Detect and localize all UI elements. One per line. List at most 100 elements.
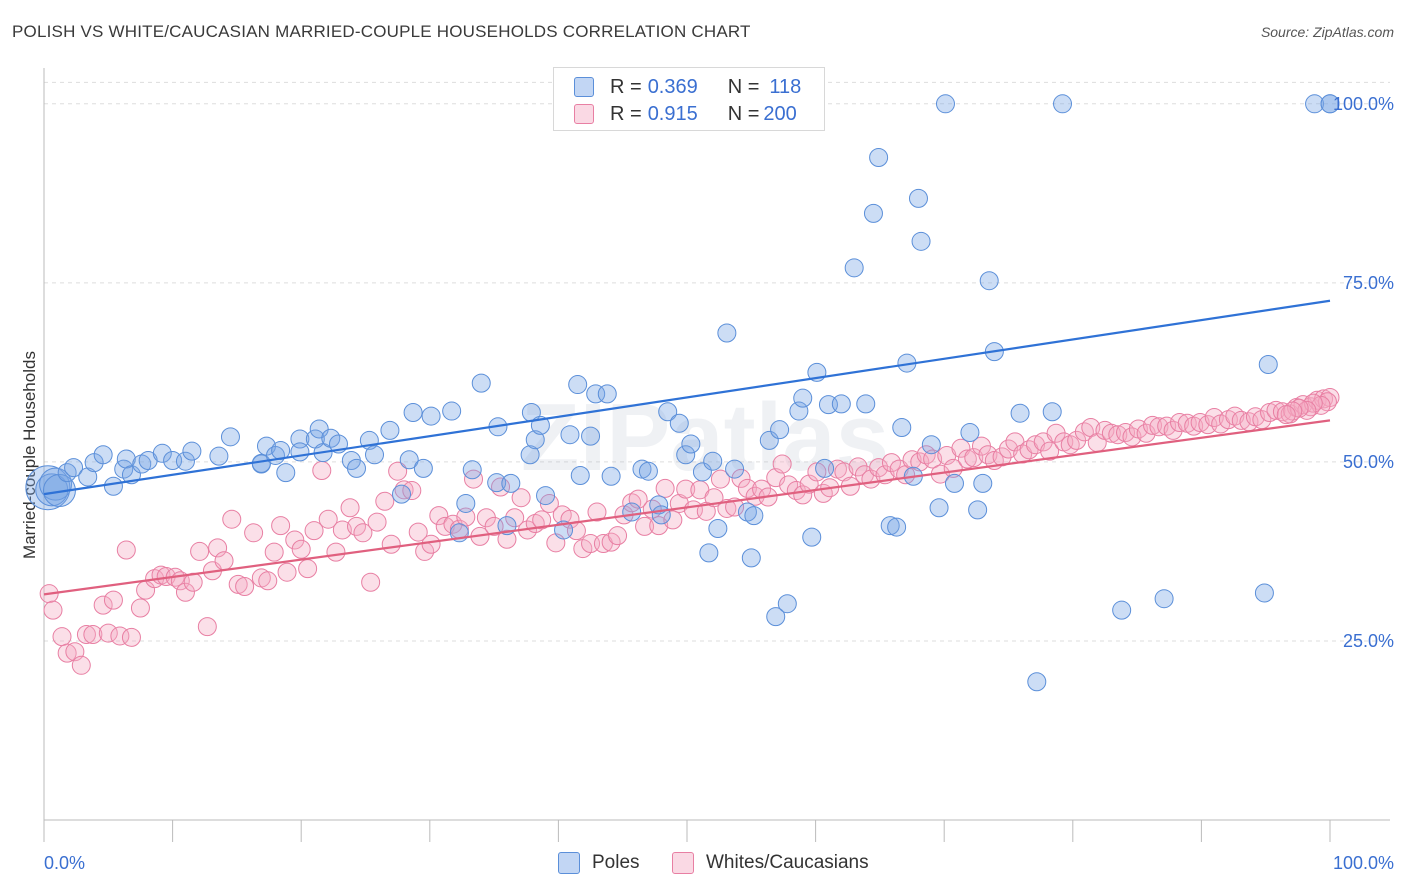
- whites-point: [375, 491, 395, 511]
- poles-point: [638, 461, 658, 481]
- watermark: ZIPatlas: [521, 384, 889, 491]
- poles-point: [471, 373, 491, 393]
- whites-point: [1149, 417, 1169, 437]
- whites-point: [71, 655, 91, 675]
- whites-point: [57, 643, 77, 663]
- poles-point: [708, 519, 728, 539]
- whites-point: [1266, 400, 1286, 420]
- poles-point: [1010, 403, 1030, 423]
- whites-point: [98, 623, 118, 643]
- whites-point: [1303, 393, 1323, 413]
- poles-point: [399, 450, 419, 470]
- whites-point: [1283, 401, 1303, 421]
- whites-point: [1040, 441, 1060, 461]
- whites-point: [264, 542, 284, 562]
- poles-r-value: 0.369: [647, 75, 698, 98]
- whites-point: [435, 516, 455, 536]
- whites-point: [222, 509, 242, 529]
- whites-point: [197, 617, 217, 637]
- legend-row-whites: R = 0.915 N = 200: [554, 101, 797, 127]
- whites-point: [663, 510, 683, 530]
- whites-point: [1276, 405, 1296, 425]
- legend-item-whites[interactable]: Whites/Caucasians: [672, 852, 869, 874]
- whites-point: [388, 461, 408, 481]
- poles-point: [392, 484, 412, 504]
- whites-point: [881, 453, 901, 473]
- y-tick-label: 100.0%: [1333, 94, 1394, 114]
- poles-point: [64, 458, 84, 478]
- poles-point: [793, 388, 813, 408]
- poles-point: [1154, 589, 1174, 609]
- whites-point: [964, 448, 984, 468]
- poles-point: [175, 451, 195, 471]
- poles-point: [568, 375, 588, 395]
- poles-point: [979, 271, 999, 291]
- poles-point: [802, 527, 822, 547]
- poles-point: [501, 473, 521, 493]
- poles-point: [856, 394, 876, 414]
- whites-point: [1311, 395, 1331, 415]
- whites-point: [381, 534, 401, 554]
- source-note: Source: ZipAtlas.com: [1260, 24, 1394, 40]
- legend-row-poles: R = 0.369 N = 118: [554, 74, 801, 100]
- whites-point: [1297, 400, 1317, 420]
- poles-point: [717, 323, 737, 343]
- whites-point: [258, 571, 278, 591]
- poles-point: [669, 413, 689, 433]
- poles-point: [703, 451, 723, 471]
- poles-point: [681, 434, 701, 454]
- poles-point: [403, 402, 423, 422]
- whites-point: [285, 530, 305, 550]
- poles-point: [1112, 600, 1132, 620]
- whites-point: [957, 449, 977, 469]
- poles-point: [725, 459, 745, 479]
- poles-point: [456, 493, 476, 513]
- poles-point: [132, 454, 152, 474]
- whites-point: [214, 551, 234, 571]
- poles-point: [658, 402, 678, 422]
- whites-point: [1026, 435, 1046, 455]
- poles-n-value: 118: [769, 75, 802, 98]
- whites-point: [340, 498, 360, 518]
- poles-point: [880, 516, 900, 536]
- poles-point: [892, 418, 912, 438]
- poles-point: [346, 458, 366, 478]
- whites-point: [1231, 410, 1251, 430]
- poles-point: [365, 445, 385, 465]
- poles-point: [103, 476, 123, 496]
- whites-point: [731, 468, 751, 488]
- whites-point: [304, 521, 324, 541]
- poles-point: [520, 445, 540, 465]
- poles-point: [869, 148, 889, 168]
- chart-title: POLISH VS WHITE/CAUCASIAN MARRIED-COUPLE…: [12, 22, 751, 41]
- whites-point: [277, 562, 297, 582]
- poles-point: [380, 420, 400, 440]
- series-legend: Poles Whites/Caucasians: [0, 850, 1406, 878]
- poles-point: [421, 406, 441, 426]
- poles-trend-line: [43, 299, 1331, 496]
- whites-point: [52, 627, 72, 647]
- poles-point: [442, 401, 462, 421]
- whites-point: [992, 447, 1012, 467]
- whites-point: [190, 541, 210, 561]
- whites-point: [175, 582, 195, 602]
- whites-point: [244, 523, 264, 543]
- whites-point: [1184, 416, 1204, 436]
- poles-r-label: R =: [610, 75, 642, 98]
- whites-point: [772, 454, 792, 474]
- whites-point: [608, 526, 628, 546]
- poles-point: [462, 460, 482, 480]
- poles-point: [777, 594, 797, 614]
- whites-point: [318, 509, 338, 529]
- axes: [43, 68, 1390, 842]
- poles-point: [744, 506, 764, 526]
- poles-point: [770, 420, 790, 440]
- poles-point: [622, 502, 642, 522]
- y-tick-label: 50.0%: [1343, 452, 1394, 472]
- poles-point: [276, 463, 296, 483]
- legend-item-poles[interactable]: Poles: [558, 852, 640, 874]
- whites-point: [511, 488, 531, 508]
- whites-point: [116, 540, 136, 560]
- whites-point: [635, 516, 655, 536]
